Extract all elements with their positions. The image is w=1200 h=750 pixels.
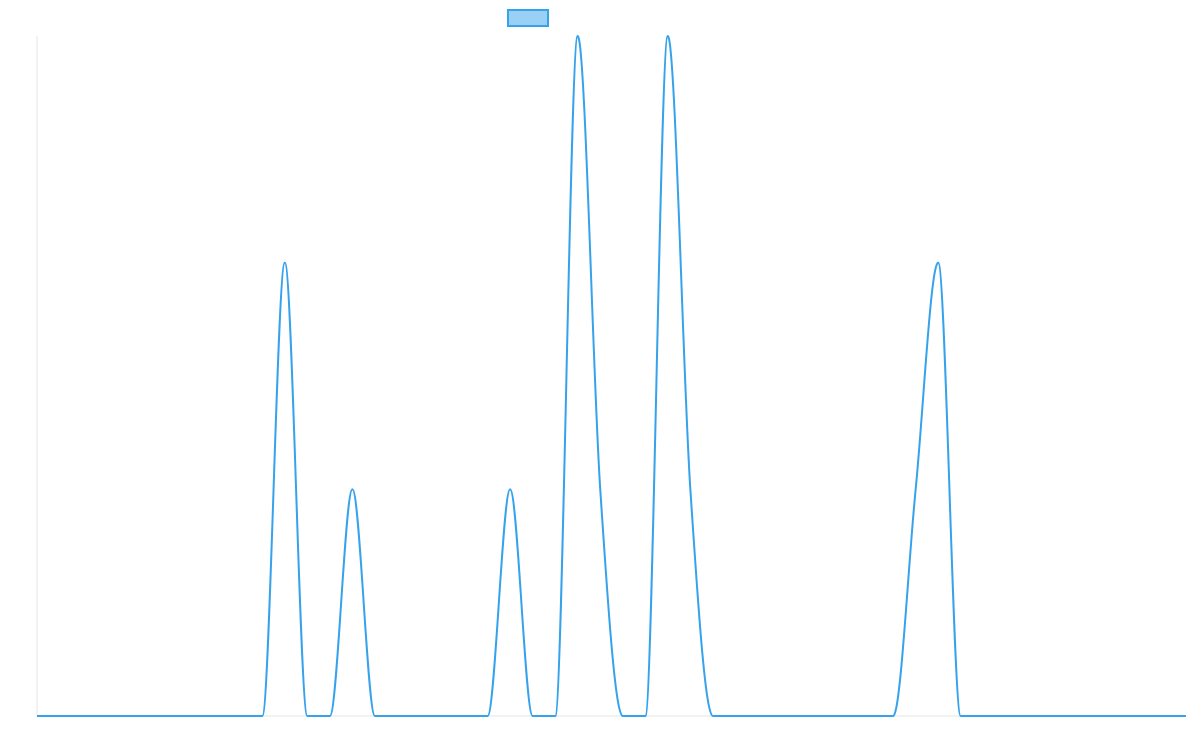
data-point-0-22[interactable] xyxy=(913,486,919,492)
axes xyxy=(36,36,1186,717)
data-point-0-6[interactable] xyxy=(372,713,378,719)
data-point-0-26[interactable] xyxy=(1183,713,1189,719)
data-point-0-16[interactable] xyxy=(665,33,671,39)
data-point-0-7[interactable] xyxy=(394,713,400,719)
data-point-0-11[interactable] xyxy=(552,713,558,719)
data-point-0-10[interactable] xyxy=(530,713,536,719)
data-point-0-18[interactable] xyxy=(710,713,716,719)
data-point-0-19[interactable] xyxy=(732,713,738,719)
data-point-0-17[interactable] xyxy=(687,486,693,492)
data-point-0-9[interactable] xyxy=(507,486,513,492)
data-point-0-4[interactable] xyxy=(327,713,333,719)
series-layer xyxy=(34,33,1189,719)
series-line-0 xyxy=(37,35,1186,718)
data-point-0-25[interactable] xyxy=(980,713,986,719)
data-point-0-20[interactable] xyxy=(755,713,761,719)
data-point-0-2[interactable] xyxy=(282,260,288,266)
data-point-0-8[interactable] xyxy=(485,713,491,719)
data-point-0-14[interactable] xyxy=(620,713,626,719)
data-point-0-12[interactable] xyxy=(575,33,581,39)
data-point-0-13[interactable] xyxy=(597,486,603,492)
data-point-0-15[interactable] xyxy=(642,713,648,719)
legend[interactable] xyxy=(507,9,549,27)
data-point-0-23[interactable] xyxy=(935,260,941,266)
legend-swatch[interactable] xyxy=(507,9,549,27)
data-point-0-0[interactable] xyxy=(34,713,40,719)
data-point-0-5[interactable] xyxy=(349,486,355,492)
data-point-0-24[interactable] xyxy=(958,713,964,719)
data-point-0-1[interactable] xyxy=(259,713,265,719)
data-point-0-3[interactable] xyxy=(304,713,310,719)
data-point-0-21[interactable] xyxy=(890,713,896,719)
